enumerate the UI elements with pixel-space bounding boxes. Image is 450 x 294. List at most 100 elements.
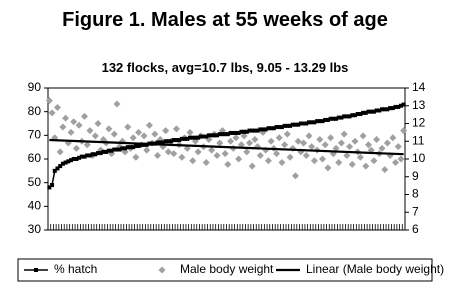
marker <box>77 155 82 160</box>
marker <box>59 123 67 131</box>
marker <box>209 133 214 138</box>
marker <box>327 134 335 142</box>
marker <box>366 109 371 114</box>
marker <box>340 130 348 138</box>
marker <box>339 115 344 120</box>
marker <box>389 134 397 142</box>
marker <box>81 112 89 120</box>
marker <box>301 121 306 126</box>
marker <box>319 155 327 163</box>
marker <box>398 103 403 108</box>
series-line <box>49 138 404 156</box>
y-tick-label: 30 <box>28 222 42 236</box>
marker <box>87 153 92 158</box>
marker <box>312 120 317 125</box>
marker <box>86 127 94 135</box>
marker <box>82 154 87 159</box>
marker <box>306 120 311 125</box>
marker <box>45 97 53 105</box>
marker <box>109 148 114 153</box>
marker <box>113 100 121 108</box>
marker <box>74 157 79 161</box>
marker <box>106 148 111 153</box>
marker <box>275 134 283 142</box>
marker <box>129 134 137 142</box>
legend-label: % hatch <box>54 262 97 276</box>
marker <box>359 132 367 140</box>
marker <box>401 102 406 107</box>
marker <box>215 133 220 138</box>
marker <box>56 148 64 156</box>
marker <box>112 147 117 152</box>
y2-tick-label: 11 <box>412 133 425 147</box>
marker <box>316 135 324 143</box>
marker <box>310 157 318 165</box>
chart-subtitle: 132 flocks, avg=10.7 lbs, 9.05 - 13.29 l… <box>101 60 349 75</box>
marker <box>255 128 260 133</box>
marker <box>187 135 192 140</box>
marker <box>296 122 301 127</box>
marker <box>163 139 168 144</box>
marker <box>177 138 182 143</box>
marker <box>380 107 385 112</box>
marker <box>60 161 65 166</box>
marker <box>317 119 322 124</box>
marker <box>143 146 151 154</box>
marker <box>174 138 179 143</box>
marker <box>170 150 178 158</box>
marker <box>190 135 195 140</box>
marker <box>204 134 209 139</box>
marker <box>123 146 128 151</box>
marker <box>279 125 284 130</box>
marker <box>363 110 368 115</box>
y-tick-label: 80 <box>28 104 42 118</box>
y2-tick-label: 14 <box>412 80 426 94</box>
marker <box>221 150 229 158</box>
marker <box>68 158 73 163</box>
marker <box>373 135 381 143</box>
marker <box>47 185 52 190</box>
marker <box>172 125 180 133</box>
marker <box>194 148 202 156</box>
marker <box>304 121 309 126</box>
marker <box>225 132 230 137</box>
marker <box>220 132 225 137</box>
marker <box>240 132 248 140</box>
marker <box>232 134 240 142</box>
marker <box>201 134 206 139</box>
marker <box>261 127 266 132</box>
y2-tick-label: 6 <box>412 222 419 236</box>
marker <box>288 123 293 128</box>
marker <box>256 151 264 159</box>
marker <box>273 150 281 158</box>
y-tick-label: 40 <box>28 199 42 213</box>
marker <box>140 132 148 140</box>
legend-box <box>17 258 433 282</box>
marker <box>263 127 268 132</box>
marker <box>243 148 251 156</box>
marker <box>171 138 176 143</box>
marker <box>131 145 136 150</box>
marker <box>162 127 170 135</box>
marker <box>388 106 393 111</box>
marker <box>216 139 224 147</box>
x-ticks <box>47 224 406 230</box>
y2-tick-label: 7 <box>412 204 419 218</box>
marker <box>356 153 364 161</box>
marker <box>344 114 349 119</box>
marker <box>125 145 130 150</box>
y-tick-label: 90 <box>28 80 42 94</box>
y-tick-label: 70 <box>28 128 42 142</box>
marker <box>231 130 236 135</box>
marker <box>371 109 376 114</box>
marker <box>374 108 379 113</box>
marker <box>252 128 257 133</box>
marker <box>139 142 144 147</box>
marker <box>347 114 352 119</box>
marker <box>335 159 343 167</box>
marker <box>286 153 294 161</box>
y2-tick-label: 8 <box>412 187 419 201</box>
marker <box>233 130 238 135</box>
